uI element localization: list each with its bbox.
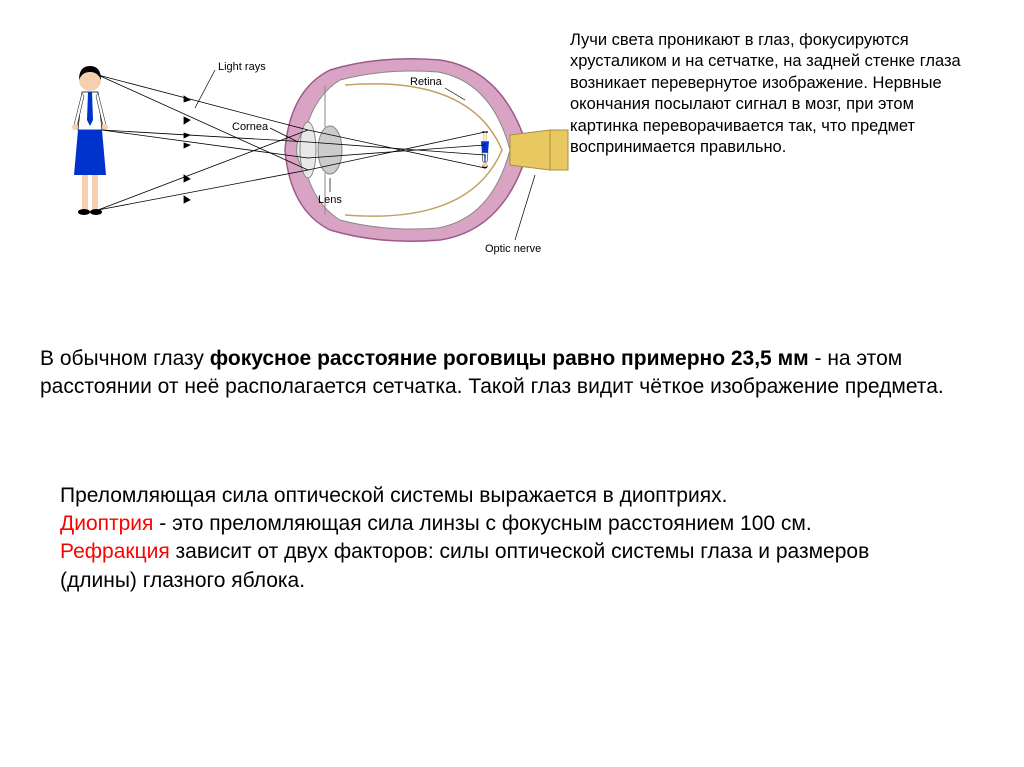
- refraction-term: Рефракция: [60, 540, 170, 563]
- label-cornea: Cornea: [232, 121, 269, 133]
- diopter-rest: - это преломляющая сила линзы с фокусным…: [153, 512, 811, 535]
- refraction-rest: зависит от двух факторов: силы оптическо…: [60, 540, 869, 591]
- label-light-rays: Light rays: [218, 61, 266, 73]
- eye-diagram: Light rays Cornea Lens Retina Optic nerv…: [40, 30, 570, 315]
- label-lens: Lens: [318, 194, 342, 206]
- label-retina: Retina: [410, 76, 443, 88]
- top-paragraph: Лучи света проникают в глаз, фокусируютс…: [570, 30, 964, 315]
- bottom-paragraph: Преломляющая сила оптической системы выр…: [0, 402, 1024, 595]
- bottom-line1: Преломляющая сила оптической системы выр…: [60, 484, 727, 507]
- top-section: Light rays Cornea Lens Retina Optic nerv…: [0, 0, 1024, 315]
- person-figure: [72, 66, 108, 215]
- middle-prefix: В обычном глазу: [40, 347, 210, 370]
- diopter-term: Диоптрия: [60, 512, 153, 535]
- label-optic-nerve: Optic nerve: [485, 243, 541, 255]
- middle-paragraph: В обычном глазу фокусное расстояние рого…: [0, 315, 1024, 402]
- middle-bold: фокусное расстояние роговицы равно приме…: [210, 347, 809, 370]
